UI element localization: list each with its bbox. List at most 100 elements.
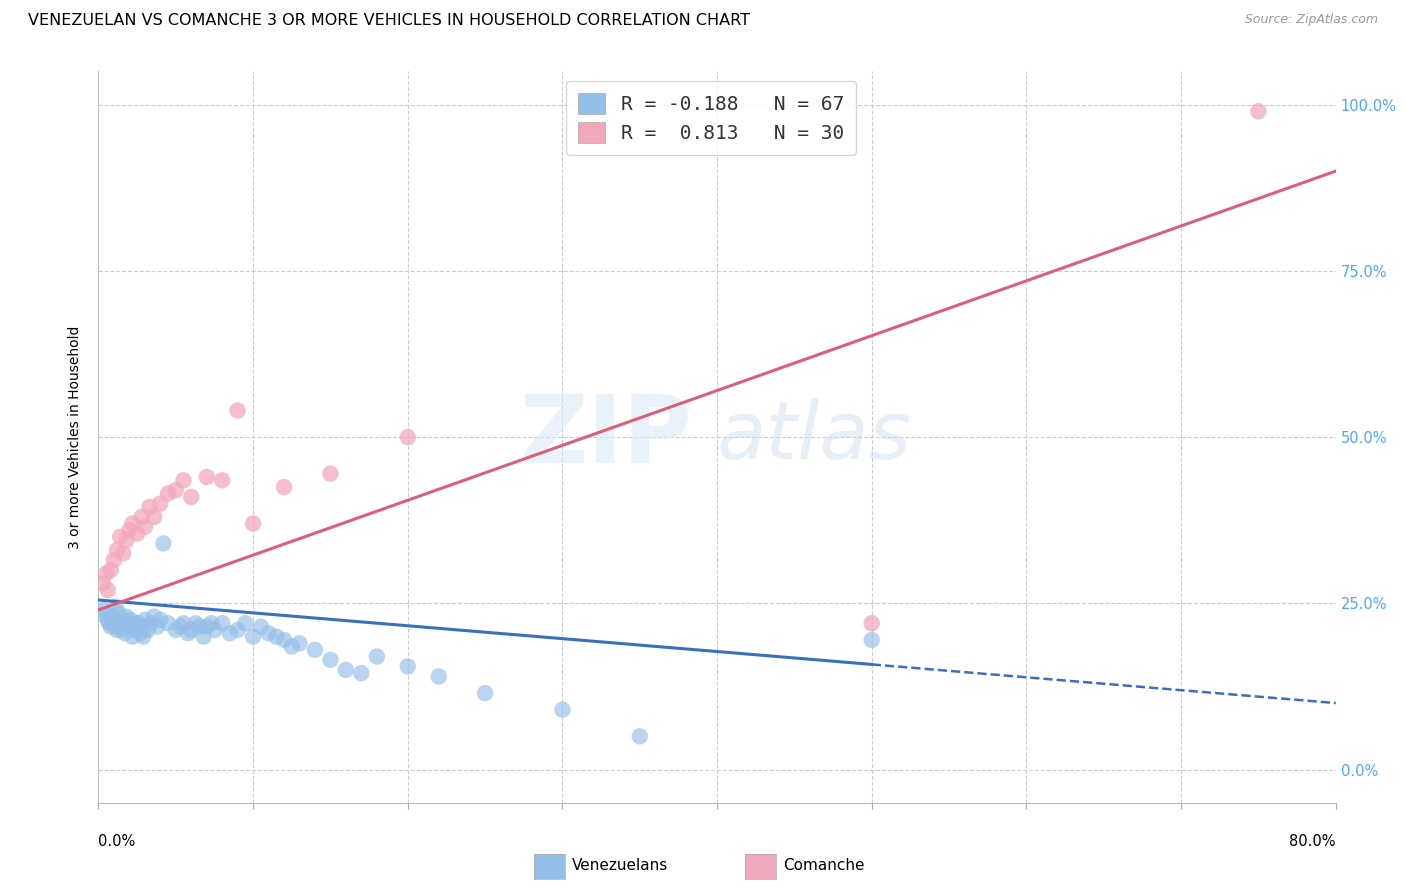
Point — [157, 616, 180, 631]
Point — [396, 659, 419, 673]
Point — [118, 523, 141, 537]
Point — [184, 616, 207, 631]
Point — [235, 616, 257, 631]
Point — [146, 619, 169, 633]
Point — [193, 630, 215, 644]
Text: Source: ZipAtlas.com: Source: ZipAtlas.com — [1244, 13, 1378, 27]
Point — [124, 616, 146, 631]
Point — [111, 623, 134, 637]
Point — [304, 643, 326, 657]
Point — [128, 616, 150, 631]
Point — [211, 616, 233, 631]
Point — [127, 526, 149, 541]
Point — [131, 509, 153, 524]
Point — [219, 626, 242, 640]
Point — [100, 619, 122, 633]
Point — [319, 653, 342, 667]
Point — [107, 607, 129, 621]
Text: Comanche: Comanche — [783, 858, 865, 872]
Point — [143, 509, 166, 524]
Point — [195, 619, 218, 633]
Text: VENEZUELAN VS COMANCHE 3 OR MORE VEHICLES IN HOUSEHOLD CORRELATION CHART: VENEZUELAN VS COMANCHE 3 OR MORE VEHICLE… — [28, 13, 751, 29]
Point — [91, 576, 114, 591]
Point — [180, 490, 202, 504]
Point — [149, 497, 172, 511]
Point — [1247, 104, 1270, 119]
Point — [143, 609, 166, 624]
Point — [103, 616, 125, 631]
Text: 0.0%: 0.0% — [98, 834, 135, 849]
Point — [91, 603, 114, 617]
Point — [108, 616, 131, 631]
Point — [120, 613, 142, 627]
Point — [115, 533, 138, 548]
Point — [138, 500, 160, 514]
Point — [104, 599, 127, 614]
Text: Venezuelans: Venezuelans — [572, 858, 668, 872]
Point — [242, 516, 264, 531]
Point — [134, 520, 156, 534]
Point — [165, 483, 187, 498]
Point — [96, 566, 118, 581]
Point — [396, 430, 419, 444]
Point — [257, 626, 280, 640]
Y-axis label: 3 or more Vehicles in Household: 3 or more Vehicles in Household — [69, 326, 83, 549]
Point — [173, 473, 195, 487]
Legend: R = -0.188   N = 67, R =  0.813   N = 30: R = -0.188 N = 67, R = 0.813 N = 30 — [567, 81, 856, 154]
Point — [105, 543, 128, 558]
Point — [169, 619, 191, 633]
Point — [288, 636, 311, 650]
Point — [266, 630, 288, 644]
Point — [551, 703, 574, 717]
Point — [105, 623, 128, 637]
Point — [250, 619, 273, 633]
Point — [115, 609, 138, 624]
Point — [180, 623, 202, 637]
Point — [112, 613, 135, 627]
Point — [101, 609, 124, 624]
Point — [96, 609, 118, 624]
Point — [157, 486, 180, 500]
Point — [112, 546, 135, 560]
Point — [100, 563, 122, 577]
Point — [98, 616, 121, 631]
Point — [211, 473, 233, 487]
Point — [319, 467, 342, 481]
Point — [97, 582, 120, 597]
Point — [139, 616, 162, 631]
Point — [628, 729, 651, 743]
Point — [474, 686, 496, 700]
Point — [131, 619, 153, 633]
Point — [427, 669, 450, 683]
Point — [273, 480, 295, 494]
Point — [200, 616, 222, 631]
Point — [226, 623, 249, 637]
Point — [114, 626, 136, 640]
Point — [242, 630, 264, 644]
Point — [281, 640, 304, 654]
Point — [118, 619, 141, 633]
Text: atlas: atlas — [717, 398, 912, 476]
Point — [152, 536, 174, 550]
Point — [366, 649, 388, 664]
Point — [117, 616, 139, 631]
Point — [226, 403, 249, 417]
Point — [121, 516, 143, 531]
Point — [177, 626, 200, 640]
Point — [204, 623, 226, 637]
Point — [173, 616, 195, 631]
Point — [108, 530, 131, 544]
Point — [149, 613, 172, 627]
Text: ZIP: ZIP — [519, 391, 692, 483]
Point — [132, 630, 155, 644]
Point — [165, 623, 187, 637]
Point — [273, 632, 295, 647]
Point — [134, 613, 156, 627]
Point — [335, 663, 357, 677]
Point — [195, 470, 218, 484]
Point — [860, 616, 883, 631]
Point — [350, 666, 373, 681]
Point — [188, 619, 211, 633]
Point — [127, 619, 149, 633]
Point — [103, 553, 125, 567]
